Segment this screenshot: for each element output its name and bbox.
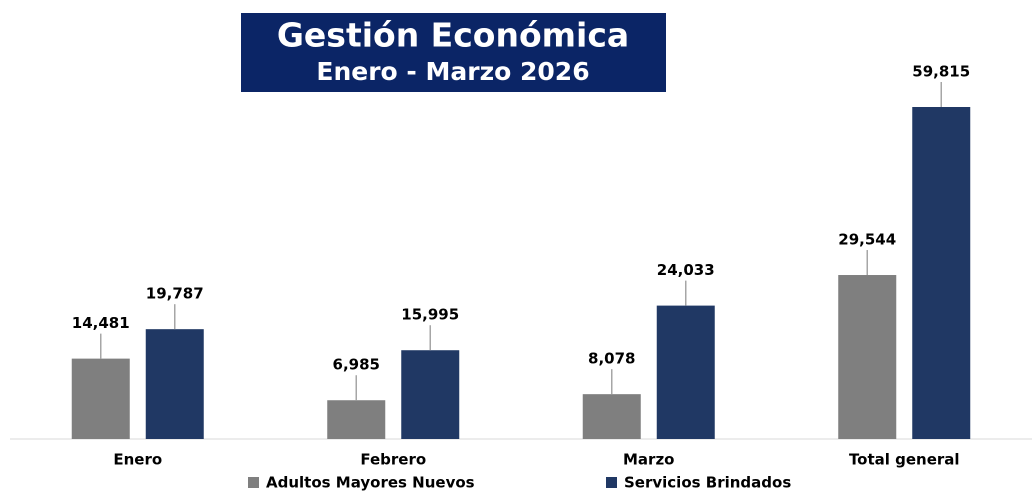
legend-label: Servicios Brindados bbox=[624, 474, 791, 492]
bar bbox=[327, 400, 386, 439]
legend-label: Adultos Mayores Nuevos bbox=[266, 474, 475, 492]
data-label: 14,481 bbox=[72, 314, 130, 332]
x-tick-label: Total general bbox=[849, 451, 960, 469]
data-label: 59,815 bbox=[912, 63, 970, 81]
legend-swatch bbox=[248, 477, 259, 488]
x-tick-label: Febrero bbox=[360, 451, 426, 469]
x-tick-label: Enero bbox=[113, 451, 162, 469]
data-label: 8,078 bbox=[588, 350, 635, 368]
bar bbox=[71, 358, 130, 439]
data-label: 6,985 bbox=[333, 356, 380, 374]
bar bbox=[145, 329, 204, 439]
bar bbox=[912, 107, 971, 439]
bar bbox=[401, 350, 460, 439]
chart-subtitle: Enero - Marzo 2026 bbox=[316, 57, 589, 86]
x-tick-label: Marzo bbox=[623, 451, 674, 469]
title-box bbox=[241, 13, 666, 92]
data-label: 15,995 bbox=[401, 306, 459, 324]
bar bbox=[656, 305, 715, 439]
chart-title: Gestión Económica bbox=[277, 16, 629, 55]
bar bbox=[838, 275, 897, 439]
data-label: 29,544 bbox=[838, 231, 896, 249]
bar bbox=[582, 394, 641, 439]
data-label: 19,787 bbox=[146, 285, 204, 303]
data-label: 24,033 bbox=[657, 261, 715, 279]
legend-swatch bbox=[606, 477, 617, 488]
